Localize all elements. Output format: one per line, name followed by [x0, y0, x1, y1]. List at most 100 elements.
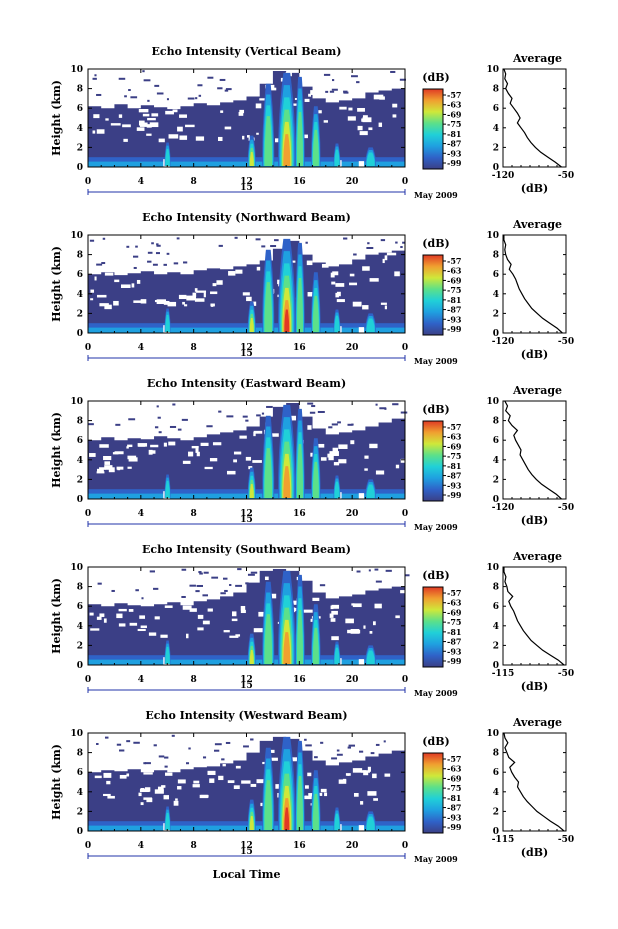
no-data-gap	[103, 618, 107, 623]
sparse-echo	[128, 89, 131, 92]
sparse-echo	[207, 76, 214, 79]
y-tick-label: 10	[70, 563, 83, 573]
no-data-gap	[96, 129, 105, 134]
average-title: Average	[512, 550, 562, 563]
convective-column	[296, 444, 303, 499]
sparse-echo	[177, 428, 182, 431]
avg-y-tick-label: 2	[493, 475, 499, 485]
no-data-gap	[375, 470, 385, 475]
sparse-echo	[223, 577, 228, 580]
sparse-echo	[126, 245, 130, 248]
no-data-gap	[209, 458, 218, 462]
no-data-gap	[175, 798, 178, 801]
no-data-gap	[349, 273, 355, 277]
convective-column	[334, 481, 340, 499]
sparse-echo	[347, 423, 353, 426]
no-data-gap	[122, 124, 131, 128]
no-data-gap	[256, 132, 259, 135]
y-axis-label: Height (km)	[50, 744, 63, 820]
no-data-gap	[99, 303, 109, 307]
no-data-gap	[184, 304, 188, 307]
no-data-gap	[274, 138, 282, 143]
sparse-echo	[151, 242, 154, 245]
sparse-echo	[235, 584, 243, 587]
colorbar-tick-label: -93	[447, 314, 462, 324]
sparse-echo	[356, 81, 360, 84]
sparse-echo	[135, 589, 139, 592]
no-data-gap	[359, 131, 368, 136]
no-data-gap	[186, 295, 196, 301]
colorbar-tick-label: -81	[447, 295, 461, 305]
convective-column	[283, 632, 291, 665]
no-data-gap	[362, 117, 372, 123]
echo-field	[88, 236, 405, 333]
avg-y-tick-label: 8	[493, 85, 499, 95]
avg-y-tick-label: 6	[493, 436, 499, 446]
sparse-echo	[202, 756, 207, 759]
sparse-echo	[158, 755, 165, 758]
sparse-echo	[153, 587, 159, 590]
sparse-echo	[154, 426, 159, 429]
sparse-echo	[383, 740, 386, 743]
no-data-gap	[99, 613, 105, 617]
date-month-label: May 2009	[414, 688, 458, 698]
panel-title: Echo Intensity (Vertical Beam)	[151, 45, 341, 58]
no-data-gap	[328, 455, 334, 461]
no-data-gap	[149, 122, 159, 128]
sparse-echo	[211, 576, 219, 579]
sparse-echo	[187, 97, 195, 100]
no-data-gap	[139, 615, 146, 619]
date-day-label: 15	[240, 349, 253, 359]
no-data-gap	[129, 622, 138, 626]
no-data-gap	[395, 464, 400, 469]
convective-column	[296, 776, 303, 831]
average-profile-panel: Average 0 2 4 6 8 10 -120 -50 (dB)	[486, 384, 574, 527]
avg-y-tick-label: 4	[493, 622, 499, 632]
no-data-gap	[104, 465, 113, 470]
no-data-gap	[140, 625, 147, 629]
colorbar-unit: (dB)	[422, 403, 449, 416]
colorbar-tick-label: -63	[447, 764, 462, 774]
average-profile-line	[503, 732, 565, 832]
panel-title: Echo Intensity (Southward Beam)	[142, 543, 351, 556]
no-data-gap	[118, 608, 127, 612]
convective-column	[165, 314, 170, 333]
no-data-gap	[151, 450, 156, 454]
avg-y-tick-label: 4	[493, 290, 499, 300]
avg-x-tick-label: -50	[558, 171, 574, 181]
no-data-gap	[256, 779, 266, 784]
sparse-echo	[402, 241, 405, 244]
sparse-echo	[163, 263, 167, 266]
no-data-gap	[154, 789, 164, 794]
colorbar-tick-label: -99	[447, 822, 462, 832]
no-data-gap	[227, 780, 235, 784]
no-data-gap	[103, 772, 112, 778]
colorbar-tick-label: -87	[447, 803, 461, 813]
no-data-gap	[369, 278, 379, 282]
no-data-gap	[218, 775, 224, 781]
sparse-echo	[224, 589, 228, 592]
avg-y-tick-label: 0	[493, 163, 499, 173]
no-data-gap	[160, 634, 168, 638]
convective-column	[366, 152, 375, 167]
no-data-gap	[330, 272, 335, 278]
sparse-echo	[164, 756, 169, 759]
sparse-echo	[158, 431, 162, 434]
no-data-gap	[179, 114, 187, 118]
no-data-gap	[259, 98, 268, 101]
colorbar-tick-label: -75	[447, 783, 461, 793]
sparse-echo	[157, 416, 161, 419]
no-data-gap	[202, 620, 210, 625]
date-day-label: 15	[240, 515, 253, 525]
sparse-echo	[266, 405, 273, 408]
x-tick-label: 20	[346, 675, 359, 685]
x-tick-label: 0	[85, 177, 91, 187]
colorbar-tick-label: -63	[447, 266, 462, 276]
no-data-gap	[368, 127, 373, 131]
sparse-echo	[102, 237, 106, 240]
avg-x-tick-label: -50	[558, 669, 574, 679]
no-data-gap	[154, 616, 160, 620]
no-data-gap	[373, 798, 378, 801]
sparse-echo	[183, 261, 188, 264]
sparse-echo	[217, 87, 223, 90]
